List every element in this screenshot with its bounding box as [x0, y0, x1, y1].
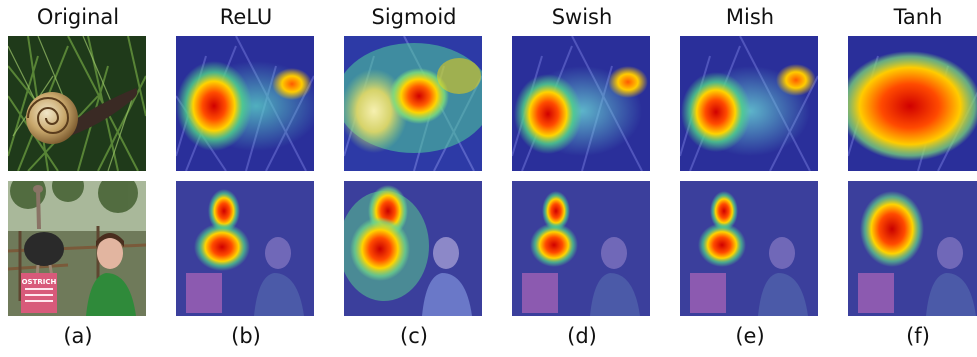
column-title-original: Original — [36, 5, 120, 29]
sign-text: OSTRICH — [22, 278, 57, 286]
relu-ostrich-heatmap — [176, 181, 314, 316]
column-title-relu: ReLU — [219, 5, 273, 29]
caption-f: (f) — [906, 324, 930, 348]
column-title-sigmoid: Sigmoid — [371, 5, 457, 29]
column-title-mish: Mish — [725, 5, 775, 29]
original-snail-image — [8, 36, 146, 171]
swish-ostrich-heatmap — [512, 181, 650, 316]
sigmoid-ostrich-heatmap — [344, 181, 482, 316]
caption-d: (d) — [567, 324, 597, 348]
mish-ostrich-heatmap — [680, 181, 818, 316]
swish-snail-heatmap — [512, 36, 650, 171]
mish-snail-heatmap — [680, 36, 818, 171]
original-ostrich-image: OSTRICH — [8, 181, 146, 316]
tanh-ostrich-heatmap — [848, 181, 977, 316]
caption-c: (c) — [400, 324, 428, 348]
caption-e: (e) — [735, 324, 765, 348]
column-title-swish: Swish — [551, 5, 613, 29]
tanh-snail-heatmap — [848, 36, 977, 171]
column-title-tanh: Tanh — [893, 5, 943, 29]
caption-b: (b) — [231, 324, 261, 348]
caption-a: (a) — [63, 324, 93, 348]
sigmoid-snail-heatmap — [344, 36, 482, 171]
relu-snail-heatmap — [176, 36, 314, 171]
